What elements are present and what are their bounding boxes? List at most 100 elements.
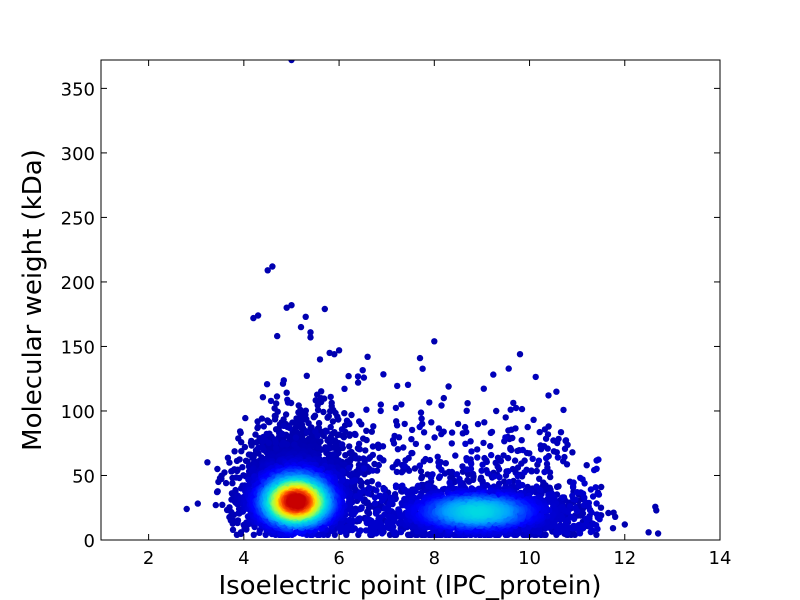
data-point bbox=[570, 479, 577, 486]
data-point bbox=[514, 472, 521, 480]
data-point bbox=[349, 478, 356, 485]
data-point bbox=[474, 420, 482, 428]
data-point bbox=[510, 399, 517, 407]
data-point bbox=[212, 501, 219, 509]
data-point bbox=[575, 526, 582, 533]
data-point bbox=[316, 356, 324, 363]
data-point bbox=[564, 529, 571, 537]
data-point bbox=[349, 526, 356, 534]
data-point bbox=[250, 531, 257, 538]
data-point bbox=[569, 524, 576, 531]
data-point bbox=[573, 507, 581, 515]
data-point bbox=[371, 500, 379, 507]
data-point bbox=[431, 338, 438, 345]
data-point bbox=[605, 509, 612, 517]
data-point bbox=[378, 497, 386, 504]
data-point bbox=[389, 497, 396, 504]
data-point bbox=[360, 465, 368, 472]
data-point bbox=[242, 414, 249, 422]
data-point bbox=[544, 431, 552, 438]
data-point bbox=[283, 389, 290, 396]
data-point bbox=[369, 467, 376, 474]
data-point bbox=[550, 448, 558, 455]
data-point bbox=[459, 463, 466, 470]
data-point bbox=[500, 452, 507, 459]
data-point bbox=[491, 473, 498, 480]
data-point bbox=[222, 479, 230, 487]
data-point bbox=[375, 481, 382, 488]
data-point bbox=[519, 446, 526, 454]
data-point bbox=[536, 428, 543, 436]
data-point bbox=[463, 466, 471, 473]
data-point bbox=[448, 429, 456, 436]
data-point bbox=[593, 457, 600, 464]
data-point bbox=[561, 445, 569, 452]
data-point bbox=[401, 420, 408, 428]
data-point bbox=[302, 313, 309, 320]
data-point bbox=[482, 457, 490, 464]
data-point bbox=[501, 478, 508, 485]
data-point bbox=[353, 493, 360, 500]
data-point bbox=[339, 524, 346, 531]
data-point bbox=[480, 439, 487, 447]
data-point bbox=[587, 528, 594, 536]
data-point bbox=[543, 460, 551, 468]
data-point bbox=[393, 468, 401, 476]
data-point bbox=[446, 479, 453, 486]
data-point bbox=[338, 426, 346, 433]
data-point bbox=[346, 464, 353, 472]
data-point bbox=[474, 446, 481, 453]
data-point bbox=[356, 528, 363, 535]
data-point bbox=[280, 422, 287, 429]
data-point bbox=[438, 402, 445, 409]
data-point bbox=[238, 448, 245, 455]
data-point bbox=[369, 451, 377, 459]
data-point bbox=[346, 471, 353, 479]
data-point bbox=[577, 474, 584, 482]
data-point bbox=[251, 473, 258, 480]
data-point bbox=[411, 465, 419, 472]
data-point bbox=[339, 441, 346, 448]
data-point bbox=[462, 440, 469, 447]
data-point bbox=[354, 379, 362, 386]
data-point bbox=[558, 504, 566, 511]
data-point bbox=[341, 461, 348, 468]
data-point bbox=[588, 509, 595, 516]
data-point bbox=[377, 401, 384, 408]
data-point bbox=[553, 483, 561, 491]
data-point bbox=[533, 467, 540, 475]
data-point bbox=[352, 431, 359, 438]
data-point bbox=[253, 439, 260, 446]
data-point bbox=[264, 267, 271, 274]
data-point bbox=[259, 394, 267, 401]
data-point bbox=[341, 410, 348, 417]
data-point bbox=[535, 457, 543, 464]
data-point bbox=[323, 428, 330, 435]
data-point bbox=[424, 443, 431, 451]
data-point bbox=[555, 435, 562, 443]
data-point bbox=[412, 523, 419, 530]
data-point bbox=[292, 434, 300, 441]
data-point bbox=[528, 468, 535, 475]
data-point bbox=[586, 515, 593, 522]
data-point bbox=[524, 423, 531, 431]
data-point bbox=[609, 525, 617, 532]
data-point bbox=[321, 305, 328, 313]
data-point bbox=[438, 430, 445, 438]
data-point bbox=[587, 486, 595, 493]
data-point bbox=[530, 416, 537, 423]
data-point bbox=[374, 441, 382, 448]
data-point bbox=[219, 501, 226, 508]
data-point bbox=[553, 388, 560, 395]
data-point bbox=[545, 392, 552, 399]
data-point bbox=[533, 483, 540, 490]
data-point bbox=[254, 424, 261, 432]
data-point bbox=[420, 429, 428, 436]
data-point bbox=[429, 471, 436, 478]
data-point bbox=[529, 455, 536, 462]
data-point bbox=[490, 371, 497, 378]
data-point bbox=[512, 404, 520, 412]
data-point bbox=[431, 434, 438, 441]
data-point bbox=[286, 434, 293, 441]
data-point bbox=[231, 448, 238, 455]
